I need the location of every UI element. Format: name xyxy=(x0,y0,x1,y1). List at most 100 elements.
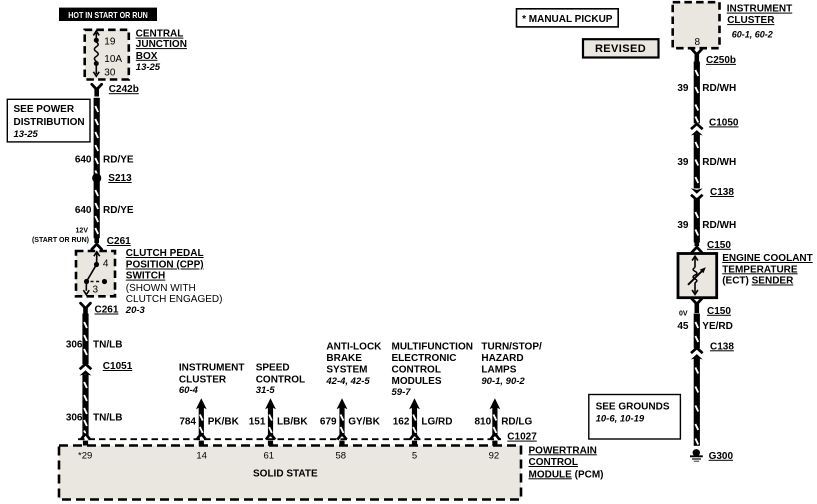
svg-text:151: 151 xyxy=(249,417,266,428)
svg-text:JUNCTION: JUNCTION xyxy=(136,39,187,50)
svg-text:4: 4 xyxy=(103,258,109,269)
svg-text:(SHOWN WITH: (SHOWN WITH xyxy=(126,283,196,294)
svg-text:10-6, 10-19: 10-6, 10-19 xyxy=(596,414,645,425)
svg-text:640: 640 xyxy=(75,205,92,216)
svg-text:61: 61 xyxy=(264,451,275,462)
svg-text:LAMPS: LAMPS xyxy=(481,364,516,375)
svg-text:DISTRIBUTION: DISTRIBUTION xyxy=(14,117,85,128)
svg-text:306: 306 xyxy=(66,340,83,351)
svg-text:BOX: BOX xyxy=(136,51,158,62)
svg-text:TEMPERATURE: TEMPERATURE xyxy=(722,264,798,275)
svg-text:LG/RD: LG/RD xyxy=(421,417,452,428)
svg-text:3: 3 xyxy=(93,284,99,295)
svg-text:784: 784 xyxy=(179,417,196,428)
svg-text:90-1, 90-2: 90-1, 90-2 xyxy=(481,376,525,387)
svg-text:TN/LB: TN/LB xyxy=(93,340,122,351)
svg-text:306: 306 xyxy=(66,413,83,424)
svg-text:58: 58 xyxy=(336,451,347,462)
svg-text:CLUTCH PEDAL: CLUTCH PEDAL xyxy=(126,248,204,259)
svg-text:810: 810 xyxy=(475,417,492,428)
svg-text:31-5: 31-5 xyxy=(256,385,276,396)
svg-text:CENTRAL: CENTRAL xyxy=(136,29,184,40)
svg-text:39: 39 xyxy=(677,220,689,231)
svg-text:ANTI-LOCK: ANTI-LOCK xyxy=(326,341,382,352)
svg-text:SOLID STATE: SOLID STATE xyxy=(253,469,318,480)
svg-text:RD/LG: RD/LG xyxy=(501,417,532,428)
svg-text:POSITION (CPP): POSITION (CPP) xyxy=(126,260,204,271)
svg-text:* MANUAL PICKUP: * MANUAL PICKUP xyxy=(522,14,613,25)
svg-text:RD/WH: RD/WH xyxy=(702,83,736,94)
svg-text:TN/LB: TN/LB xyxy=(93,413,122,424)
svg-text:CLUTCH ENGAGED): CLUTCH ENGAGED) xyxy=(126,294,223,305)
svg-text:5: 5 xyxy=(412,451,417,462)
svg-text:HAZARD: HAZARD xyxy=(481,353,523,364)
svg-text:PK/BK: PK/BK xyxy=(208,417,240,428)
svg-text:INSTRUMENT: INSTRUMENT xyxy=(179,363,245,374)
svg-text:RD/YE: RD/YE xyxy=(103,154,134,165)
svg-text:CONTROL: CONTROL xyxy=(392,364,441,375)
svg-text:S213: S213 xyxy=(108,173,132,184)
svg-text:C1027: C1027 xyxy=(507,432,537,443)
svg-text:ENGINE COOLANT: ENGINE COOLANT xyxy=(722,253,813,264)
svg-text:60-4: 60-4 xyxy=(179,385,199,396)
svg-text:39: 39 xyxy=(677,83,689,94)
svg-text:13-25: 13-25 xyxy=(136,62,161,73)
svg-text:59-7: 59-7 xyxy=(392,387,412,398)
svg-text:POWERTRAIN: POWERTRAIN xyxy=(529,445,597,456)
svg-text:SEE POWER: SEE POWER xyxy=(14,104,75,115)
svg-text:CLUSTER: CLUSTER xyxy=(179,374,227,385)
svg-text:39: 39 xyxy=(677,157,689,168)
svg-text:20-3: 20-3 xyxy=(125,305,146,316)
svg-text:8: 8 xyxy=(695,37,701,48)
svg-text:RD/WH: RD/WH xyxy=(702,220,736,231)
svg-text:MODULES: MODULES xyxy=(392,376,442,387)
svg-text:BRAKE: BRAKE xyxy=(326,353,362,364)
svg-text:LB/BK: LB/BK xyxy=(277,417,308,428)
svg-text:TURN/STOP/: TURN/STOP/ xyxy=(481,341,542,352)
svg-text:45: 45 xyxy=(677,321,689,332)
svg-text:C138: C138 xyxy=(710,187,734,198)
svg-text:RD/WH: RD/WH xyxy=(702,157,736,168)
svg-text:CONTROL: CONTROL xyxy=(529,457,578,468)
svg-text:INSTRUMENT: INSTRUMENT xyxy=(727,4,793,15)
svg-text:ELECTRONIC: ELECTRONIC xyxy=(392,353,457,364)
svg-text:12V: 12V xyxy=(76,228,89,235)
svg-text:10A: 10A xyxy=(104,54,122,65)
svg-text:C138: C138 xyxy=(710,341,734,352)
svg-text:SEE GROUNDS: SEE GROUNDS xyxy=(596,402,670,413)
svg-text:G300: G300 xyxy=(709,451,734,462)
svg-text:13-25: 13-25 xyxy=(14,129,39,140)
svg-text:*29: *29 xyxy=(78,451,92,462)
svg-text:SPEED: SPEED xyxy=(256,363,290,374)
svg-text:162: 162 xyxy=(393,417,410,428)
svg-text:30: 30 xyxy=(104,68,116,79)
svg-text:MULTIFUNCTION: MULTIFUNCTION xyxy=(392,341,473,352)
svg-text:HOT IN START OR RUN: HOT IN START OR RUN xyxy=(68,10,148,20)
svg-text:92: 92 xyxy=(489,451,500,462)
svg-text:14: 14 xyxy=(196,451,207,462)
svg-text:60-1, 60-2: 60-1, 60-2 xyxy=(732,30,773,40)
svg-text:679: 679 xyxy=(320,417,337,428)
svg-text:C1051: C1051 xyxy=(103,361,133,372)
svg-text:19: 19 xyxy=(104,37,116,48)
svg-text:REVISED: REVISED xyxy=(595,43,646,55)
svg-text:42-4, 42-5: 42-4, 42-5 xyxy=(325,376,370,387)
svg-text:CONTROL: CONTROL xyxy=(256,374,305,385)
svg-text:C261: C261 xyxy=(95,305,119,316)
svg-text:(START OR RUN): (START OR RUN) xyxy=(32,237,89,244)
svg-text:C150: C150 xyxy=(707,306,731,317)
svg-text:C150: C150 xyxy=(707,240,731,251)
svg-text:RD/YE: RD/YE xyxy=(103,205,134,216)
svg-text:CLUSTER: CLUSTER xyxy=(727,15,775,26)
svg-text:C250b: C250b xyxy=(706,55,736,66)
svg-text:C1050: C1050 xyxy=(709,117,739,128)
svg-text:SWITCH: SWITCH xyxy=(126,271,165,282)
svg-text:C242b: C242b xyxy=(109,84,139,95)
svg-text:GY/BK: GY/BK xyxy=(348,417,380,428)
svg-text:0V: 0V xyxy=(679,310,688,317)
svg-text:640: 640 xyxy=(75,154,92,165)
svg-text:SYSTEM: SYSTEM xyxy=(326,364,367,375)
svg-text:MODULE (PCM): MODULE (PCM) xyxy=(529,469,604,480)
svg-text:C261: C261 xyxy=(107,236,131,247)
svg-text:YE/RD: YE/RD xyxy=(702,321,733,332)
